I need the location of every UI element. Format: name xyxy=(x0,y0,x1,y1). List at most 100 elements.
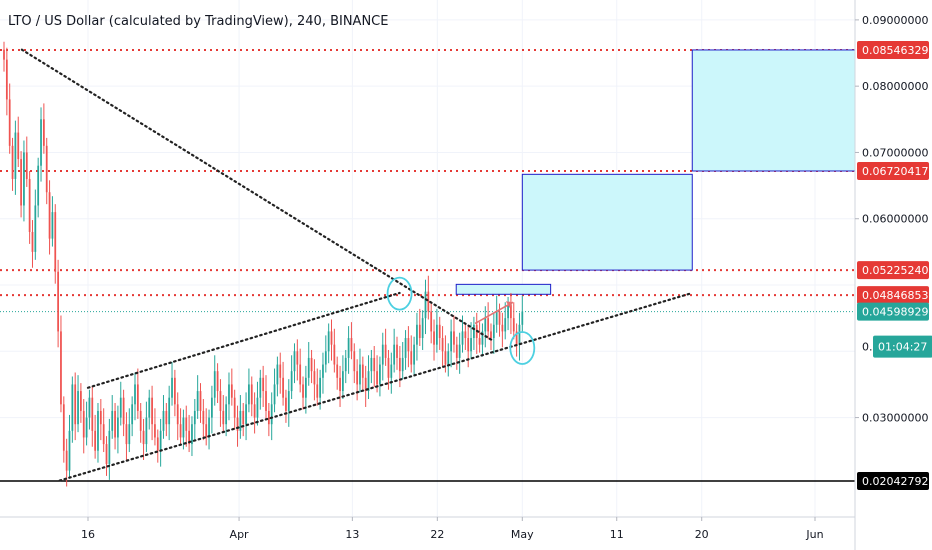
candle-body xyxy=(313,371,316,385)
candle-body xyxy=(356,371,359,385)
candle-body xyxy=(490,331,492,339)
candle-body xyxy=(270,404,273,425)
x-tick-label: 13 xyxy=(345,528,359,541)
candle-body xyxy=(433,331,435,345)
candle-body xyxy=(142,430,145,445)
candle-body xyxy=(267,410,270,425)
target-box xyxy=(455,283,552,295)
candle-body xyxy=(353,351,356,372)
candle-body xyxy=(60,331,62,405)
candle-body xyxy=(31,231,34,252)
countdown-tag-text: 01:04:27 xyxy=(878,341,927,354)
target-box xyxy=(521,173,693,271)
candle-body xyxy=(88,397,91,418)
candle-body xyxy=(302,384,304,398)
candle-body xyxy=(256,397,259,418)
candle-body xyxy=(398,357,401,372)
x-tick-label: 16 xyxy=(81,528,95,541)
candle-body xyxy=(230,384,233,398)
candle-body xyxy=(211,397,213,418)
candle-body xyxy=(515,331,518,345)
candle-body xyxy=(134,384,136,405)
candle-body xyxy=(20,159,22,206)
candle-body xyxy=(304,377,307,398)
candle-body xyxy=(171,377,173,398)
candle-body xyxy=(119,397,122,418)
level-price-tag xyxy=(857,40,929,59)
candle-body xyxy=(37,165,40,206)
candle-body xyxy=(430,311,433,332)
candle-body xyxy=(77,391,79,425)
chart-title: LTO / US Dollar (calculated by TradingVi… xyxy=(8,14,388,29)
candle-body xyxy=(188,430,190,445)
x-tick-label: Apr xyxy=(230,528,250,541)
candle-body xyxy=(390,364,393,378)
candle-body xyxy=(94,430,97,451)
candle-body xyxy=(461,331,464,345)
candle-body xyxy=(111,410,114,431)
candle-body xyxy=(521,311,524,325)
candle-body xyxy=(510,304,512,319)
candle-body xyxy=(507,304,509,319)
level-price-tag-text: 0.05225240 xyxy=(862,264,928,277)
candle-body xyxy=(11,145,14,179)
candle-body xyxy=(45,145,48,193)
candle-body xyxy=(165,410,168,425)
candle-body xyxy=(501,324,504,332)
candle-body xyxy=(3,49,5,60)
candle-body xyxy=(191,424,193,445)
candle-body xyxy=(125,424,128,445)
time-axis: 16 Apr 13 22 May 11 20 Jun xyxy=(81,517,824,541)
candle-body xyxy=(322,364,324,378)
candle-body xyxy=(455,344,458,358)
x-tick-label: 20 xyxy=(695,528,709,541)
candle-body xyxy=(136,384,139,411)
candle-body xyxy=(85,417,88,438)
candle-body xyxy=(319,377,321,398)
candle-body xyxy=(359,364,361,385)
candle-body xyxy=(444,351,447,365)
candle-body xyxy=(413,344,415,365)
candle-body xyxy=(416,324,418,345)
projection-arrow xyxy=(474,301,514,325)
candle-body xyxy=(65,450,68,471)
candle-body xyxy=(364,377,367,392)
candle-body xyxy=(367,371,370,392)
candle-body xyxy=(202,410,205,425)
candle-body xyxy=(42,119,45,146)
candle-body xyxy=(487,318,490,332)
candle-body xyxy=(242,410,245,425)
candle-body xyxy=(265,391,267,411)
candle-body xyxy=(28,178,31,232)
candle-body xyxy=(148,397,151,418)
support-price-tag-text: 0.02042792 xyxy=(862,475,928,488)
candle-body xyxy=(48,192,51,239)
candle-body xyxy=(290,371,293,392)
candle-body xyxy=(233,397,236,418)
candle-body xyxy=(62,404,65,451)
candle-body xyxy=(478,338,481,345)
candle-body xyxy=(208,417,210,438)
candle-body xyxy=(71,384,74,431)
highlight-circle xyxy=(509,331,536,365)
candle-body xyxy=(117,417,119,438)
candle-body xyxy=(518,324,521,345)
candle-body xyxy=(99,410,102,425)
y-tick-label: 0.09000000 xyxy=(862,14,928,27)
candle-body xyxy=(25,152,28,179)
candle-body xyxy=(196,391,199,411)
candle-body xyxy=(51,212,54,239)
candle-body xyxy=(282,377,284,398)
candle-body xyxy=(173,377,176,405)
candles xyxy=(3,41,524,487)
level-price-tag-text: 0.06720417 xyxy=(862,165,928,178)
level-price-tag-text: 0.08546329 xyxy=(862,44,928,57)
candle-body xyxy=(68,430,71,471)
candle-body xyxy=(481,331,484,345)
candle-body xyxy=(384,344,387,358)
candle-body xyxy=(401,357,404,372)
candle-body xyxy=(438,324,441,339)
candle-body xyxy=(139,410,142,431)
candle-body xyxy=(179,424,182,438)
